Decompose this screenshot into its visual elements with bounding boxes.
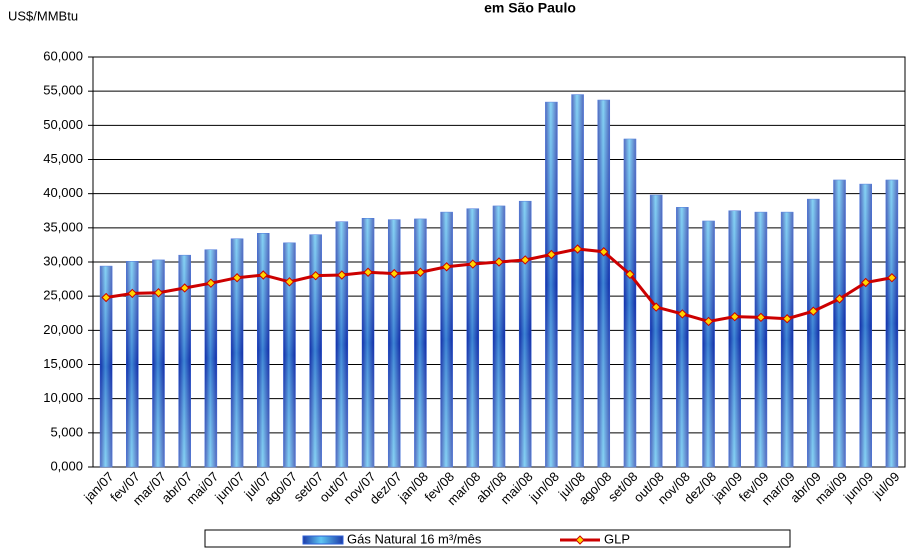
- marker: [206, 278, 216, 288]
- marker: [677, 309, 688, 319]
- marker: [284, 277, 295, 287]
- chart-title: em São Paulo: [484, 0, 576, 16]
- bar: [361, 218, 375, 468]
- marker: [756, 312, 766, 323]
- marker: [179, 283, 190, 293]
- y-tick-label: 25,000: [43, 288, 83, 303]
- y-tick-label: 35,000: [43, 219, 83, 234]
- marker: [468, 259, 478, 269]
- x-tick-label: jun/07: [211, 469, 247, 505]
- marker: [703, 316, 714, 327]
- bar: [414, 218, 427, 468]
- y-axis-label: US$/MMBtu: [8, 8, 78, 23]
- x-tick-label: jan/07: [80, 469, 116, 505]
- x-tick-label: jan/09: [709, 469, 745, 505]
- y-tick-label: 60,000: [43, 48, 83, 63]
- y-tick-label: 50,000: [43, 117, 83, 132]
- bar: [676, 207, 689, 468]
- bar: [623, 138, 637, 468]
- x-tick-label: jul/09: [869, 469, 902, 502]
- legend: [204, 529, 791, 548]
- bar: [571, 94, 584, 468]
- marker: [258, 270, 268, 280]
- bar: [518, 200, 532, 468]
- marker: [887, 273, 897, 283]
- bar: [492, 205, 506, 468]
- bar: [283, 242, 296, 468]
- bar: [230, 238, 244, 468]
- marker: [546, 249, 557, 260]
- marker: [599, 247, 609, 257]
- marker: [310, 270, 321, 281]
- legend-marker: [575, 535, 585, 545]
- marker: [363, 267, 373, 277]
- bar: [807, 198, 820, 468]
- marker: [337, 270, 347, 280]
- bar: [440, 211, 453, 468]
- marker: [494, 257, 504, 267]
- marker: [834, 294, 845, 304]
- bar: [309, 234, 322, 468]
- marker: [861, 277, 871, 288]
- bar: [833, 179, 846, 468]
- marker: [651, 302, 661, 312]
- x-tick-label: jun/09: [840, 469, 876, 505]
- bar: [649, 194, 663, 468]
- y-tick-label: 20,000: [43, 322, 83, 337]
- bar: [885, 179, 899, 468]
- legend-swatch: [302, 535, 344, 545]
- marker: [520, 255, 530, 265]
- bar: [859, 183, 872, 468]
- y-tick-label: 55,000: [43, 83, 83, 98]
- bar: [597, 99, 611, 468]
- legend-label: GLP: [604, 531, 630, 546]
- y-tick-label: 10,000: [43, 390, 83, 405]
- bar: [754, 211, 768, 468]
- bar: [780, 211, 794, 468]
- marker: [232, 273, 242, 283]
- y-tick-label: 0,000: [50, 458, 83, 473]
- y-tick-label: 45,000: [43, 151, 83, 166]
- y-tick-label: 5,000: [50, 424, 83, 439]
- y-tick-label: 15,000: [43, 356, 83, 371]
- bar: [257, 233, 270, 468]
- marker: [808, 306, 819, 316]
- marker: [389, 268, 399, 279]
- bar: [335, 221, 349, 468]
- marker: [127, 288, 137, 299]
- marker: [782, 314, 792, 324]
- x-tick-label: jun/08: [526, 469, 562, 505]
- y-tick-label: 30,000: [43, 253, 83, 268]
- marker: [153, 288, 164, 298]
- bar: [545, 101, 558, 468]
- y-tick-label: 40,000: [43, 185, 83, 200]
- legend-label: Gás Natural 16 m³/mês: [347, 531, 482, 546]
- marker: [572, 244, 583, 254]
- bar: [387, 219, 401, 468]
- x-tick-label: jan/08: [395, 469, 431, 505]
- bar: [466, 208, 480, 468]
- marker: [625, 269, 635, 280]
- marker: [101, 292, 111, 303]
- bar: [702, 220, 715, 468]
- marker: [730, 311, 740, 322]
- marker: [415, 267, 426, 277]
- bar: [728, 210, 741, 468]
- marker: [441, 262, 452, 272]
